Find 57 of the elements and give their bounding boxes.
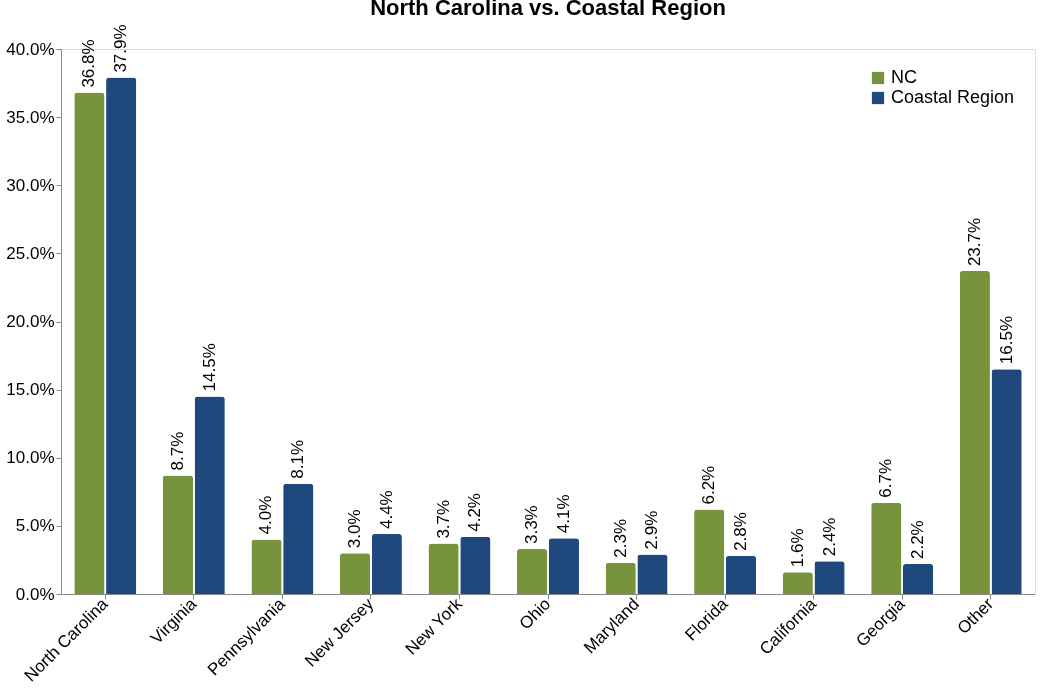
data-label: 2.3% xyxy=(610,518,630,558)
y-tick-label: 5.0% xyxy=(15,516,55,536)
bar xyxy=(251,539,282,594)
data-label: 8.7% xyxy=(167,431,187,471)
data-label: 6.7% xyxy=(876,458,896,498)
y-tick-label: 10.0% xyxy=(6,448,55,468)
bar xyxy=(194,396,225,594)
bar xyxy=(991,369,1022,594)
data-label: 8.1% xyxy=(288,439,308,479)
y-tick-label: 20.0% xyxy=(6,312,55,331)
data-label: 6.2% xyxy=(699,465,719,505)
bar xyxy=(548,538,579,594)
data-label: 2.9% xyxy=(642,510,662,550)
bar xyxy=(814,561,845,594)
chart-title: North Carolina vs. Coastal Region xyxy=(370,0,726,21)
bar xyxy=(460,536,491,594)
data-label: 3.7% xyxy=(433,499,453,539)
bar xyxy=(74,92,105,594)
data-label: 3.0% xyxy=(345,509,365,549)
data-label: 23.7% xyxy=(964,217,984,267)
y-tick-label: 0.0% xyxy=(15,584,55,604)
data-label: 1.6% xyxy=(787,528,807,568)
bar xyxy=(959,271,990,594)
data-label: 2.4% xyxy=(819,517,839,557)
y-tick-label: 40.0% xyxy=(6,39,55,59)
bar xyxy=(694,509,725,594)
bar xyxy=(339,553,371,594)
data-label: 4.2% xyxy=(465,493,485,532)
bar xyxy=(605,562,636,594)
data-label: 14.5% xyxy=(199,343,219,392)
bar xyxy=(371,534,402,594)
bar xyxy=(871,502,902,594)
data-label: 4.4% xyxy=(376,490,396,530)
data-label: 4.1% xyxy=(553,494,573,534)
y-tick-label: 35.0% xyxy=(6,107,55,127)
bar xyxy=(428,543,459,594)
data-label: 3.3% xyxy=(522,505,542,545)
bar xyxy=(637,554,668,594)
bar xyxy=(162,475,194,594)
data-label: 4.0% xyxy=(256,495,276,535)
bar xyxy=(902,564,934,594)
bar xyxy=(106,77,137,594)
bar xyxy=(782,572,813,594)
bar xyxy=(517,549,548,594)
bar xyxy=(283,483,314,594)
bar xyxy=(725,555,757,594)
y-tick-label: 25.0% xyxy=(6,243,55,263)
data-label: 2.8% xyxy=(730,512,750,551)
x-tick-label: Ohio xyxy=(515,594,555,634)
data-label: 2.2% xyxy=(908,520,928,560)
legend-label: Coastal Region xyxy=(891,87,1015,107)
legend-label: NC xyxy=(891,67,917,87)
y-tick-label: 15.0% xyxy=(6,380,55,400)
data-label: 16.5% xyxy=(996,315,1016,365)
data-label: 36.8% xyxy=(79,39,99,88)
y-tick-label: 30.0% xyxy=(6,175,55,195)
data-label: 37.9% xyxy=(111,24,131,73)
